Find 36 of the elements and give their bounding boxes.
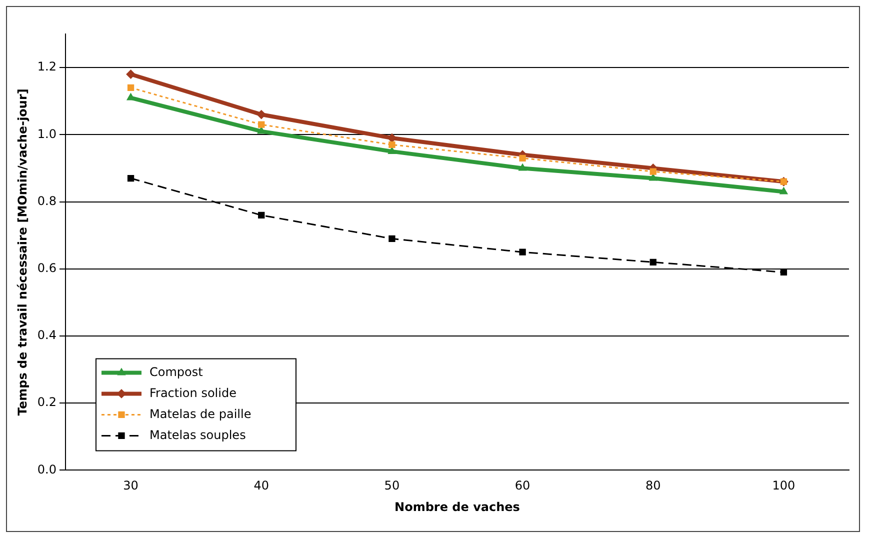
point xyxy=(518,164,526,171)
point xyxy=(388,235,396,242)
y-tick-label: 0.2 xyxy=(37,395,56,410)
point xyxy=(388,141,396,148)
point xyxy=(650,258,656,266)
y-axis-title: Temps de travail nécessaire [MOmin/vache-jour] xyxy=(15,88,30,416)
x-tick-label: 60 xyxy=(514,478,530,493)
x-tick-label: 40 xyxy=(254,478,270,493)
y-tick-label: 0.0 xyxy=(37,462,56,476)
legend-label: Matelas souples xyxy=(149,428,246,442)
point xyxy=(519,154,526,162)
y-tick-label: 0.6 xyxy=(37,261,56,275)
legend-label: Fraction solide xyxy=(149,386,236,400)
point xyxy=(127,84,134,92)
x-tick-label: 30 xyxy=(123,478,138,493)
point xyxy=(258,212,265,219)
point xyxy=(126,70,136,79)
point xyxy=(127,174,134,182)
point xyxy=(258,121,265,128)
y-tick-label: 1.0 xyxy=(37,126,56,141)
point xyxy=(519,248,526,256)
point xyxy=(256,110,266,120)
y-tick-label: 1.2 xyxy=(37,60,56,74)
x-tick-label: 80 xyxy=(645,478,661,493)
point xyxy=(780,187,788,194)
point xyxy=(649,174,658,181)
point xyxy=(650,168,656,175)
y-tick-label: 0.4 xyxy=(37,328,56,342)
x-axis-title: Nombre de vaches xyxy=(394,500,520,514)
y-tick-label: 0.8 xyxy=(37,194,56,208)
x-tick-label: 100 xyxy=(772,478,796,493)
point xyxy=(257,126,266,134)
legend-label: Matelas de paille xyxy=(149,406,252,421)
point xyxy=(780,268,788,276)
legend-label: Compost xyxy=(149,364,204,379)
x-tick-label: 50 xyxy=(384,478,400,493)
